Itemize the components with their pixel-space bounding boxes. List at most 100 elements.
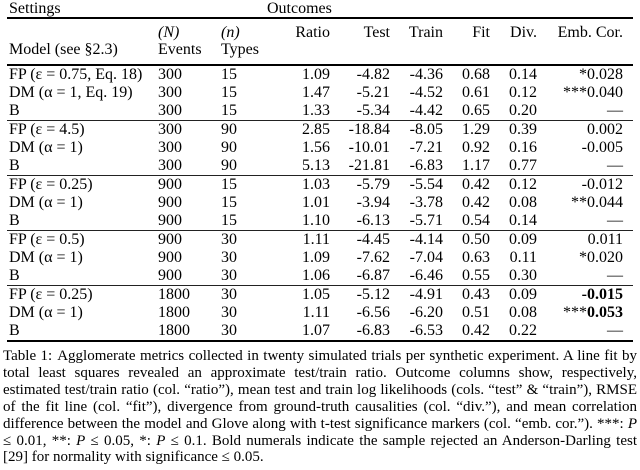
cell-model: B: [9, 322, 20, 339]
table-row: B 300 90 5.13 -21.81 -6.83 1.17 0.77 —: [7, 157, 633, 176]
cell-train: -5.54: [409, 176, 443, 193]
cell-events: 1800: [158, 322, 190, 339]
cell-fit: 0.50: [462, 231, 490, 248]
table-row: B 900 15 1.10 -6.13 -5.71 0.54 0.14 —: [7, 212, 633, 231]
cell-emb-cor: —: [537, 157, 633, 176]
cell-div: 0.39: [509, 121, 537, 138]
cell-div: 0.22: [509, 322, 537, 339]
caption-p-symbol: P: [156, 432, 166, 449]
caption-sig3: ≤ 0.1. Bold numerals indicate the sample…: [3, 432, 638, 466]
table-row: B 1800 30 1.07 -6.83 -6.53 0.42 0.22 —: [7, 322, 633, 341]
cell-test: -3.94: [356, 194, 390, 211]
cell-events: 900: [158, 176, 182, 193]
cell-ratio: 1.11: [302, 304, 330, 321]
cell-types: 30: [221, 304, 237, 321]
cell-ratio: 1.10: [271, 212, 330, 231]
cell-model: DM (α = 1, Eq. 19): [9, 84, 133, 101]
emb-cor-value: -0.015: [581, 286, 623, 303]
cell-emb-cor: 0.002: [537, 121, 633, 140]
cell-fit: 1.17: [443, 157, 490, 176]
cell-ratio: 1.33: [271, 102, 330, 121]
cell-div: 0.12: [509, 84, 537, 101]
cell-types: 90: [219, 157, 271, 176]
cell-model: FP (ε = 0.25): [9, 286, 93, 303]
header-test: Test: [363, 24, 390, 41]
cell-types: 15: [221, 66, 237, 83]
table-row: FP (ε = 0.25) 1800 30 1.05 -5.12 -4.91 0…: [7, 286, 633, 305]
header-events: (N) Events: [156, 19, 219, 65]
cell-fit: 0.65: [443, 102, 490, 121]
cell-test: -4.45: [356, 231, 390, 248]
cell-events: 900: [156, 212, 219, 231]
cell-train: -6.83: [390, 157, 443, 176]
table-row: B 300 15 1.33 -5.34 -4.42 0.65 0.20 —: [7, 102, 633, 121]
cell-types: 30: [219, 267, 271, 286]
cell-emb-cor: -0.005: [537, 139, 633, 157]
cell-fit: 0.54: [443, 212, 490, 231]
significance-stars: *: [579, 249, 587, 266]
cell-ratio: 1.11: [302, 231, 330, 248]
emb-cor-value: 0.002: [587, 121, 623, 138]
table-row: FP (ε = 0.25) 900 15 1.03 -5.79 -5.54 0.…: [7, 176, 633, 195]
cell-events: 900: [158, 231, 182, 248]
cell-fit: 0.61: [462, 84, 490, 101]
cell-ratio: 2.85: [302, 121, 330, 138]
cell-emb-cor: *0.020: [537, 249, 633, 267]
cell-test: -7.62: [356, 249, 390, 266]
cell-model: DM (α = 1): [9, 194, 83, 211]
cell-train: -4.91: [409, 286, 443, 303]
cell-ratio: 1.09: [302, 249, 330, 266]
table-row: FP (ε = 4.5) 300 90 2.85 -18.84 -8.05 1.…: [7, 121, 633, 140]
cell-types: 30: [221, 286, 237, 303]
cell-train: -4.14: [409, 231, 443, 248]
cell-test: -21.81: [330, 157, 390, 176]
cell-div: 0.77: [490, 157, 537, 176]
header-events-symbol: (N): [158, 24, 180, 41]
table-row: B 900 30 1.06 -6.87 -6.46 0.55 0.30 —: [7, 267, 633, 286]
cell-train: -7.21: [409, 139, 443, 156]
cell-types: 15: [221, 194, 237, 211]
cell-div: 0.20: [490, 102, 537, 121]
cell-train: -4.42: [390, 102, 443, 121]
cell-events: 900: [158, 249, 182, 266]
cell-ratio: 1.47: [302, 84, 330, 101]
cell-model: B: [7, 102, 156, 121]
caption-p-symbol: P: [76, 432, 86, 449]
cell-emb-cor: *0.028: [537, 65, 633, 84]
cell-emb-cor: ***0.040: [537, 84, 633, 102]
emb-cor-value: 0.053: [587, 304, 623, 321]
table-caption: Table 1: Agglomerate metrics collected in…: [3, 348, 637, 466]
cell-div: 0.12: [509, 176, 537, 193]
cell-test: -6.83: [356, 322, 390, 339]
header-train: Train: [408, 24, 443, 41]
header-emb-cor: Emb. Cor.: [557, 24, 623, 41]
cell-events: 900: [158, 194, 182, 211]
cell-emb-cor: —: [537, 322, 633, 341]
cell-test: -5.34: [330, 102, 390, 121]
caption-label: Table 1:: [3, 348, 53, 364]
emb-cor-value: —: [607, 157, 623, 174]
cell-ratio: 1.03: [302, 176, 330, 193]
table-row: DM (α = 1) 1800 30 1.11 -6.56 -6.20 0.51…: [7, 304, 633, 322]
cell-fit: 0.42: [462, 176, 490, 193]
cell-emb-cor: -0.012: [537, 176, 633, 195]
cell-model: DM (α = 1): [9, 249, 83, 266]
cell-types: 15: [221, 84, 237, 101]
header-types-symbol: (n): [221, 24, 240, 41]
cell-fit: 0.51: [462, 304, 490, 321]
table-row: DM (α = 1, Eq. 19) 300 15 1.47 -5.21 -4.…: [7, 84, 633, 102]
emb-cor-value: —: [607, 102, 623, 119]
cell-ratio: 1.01: [302, 194, 330, 211]
cell-emb-cor: —: [537, 102, 633, 121]
emb-cor-value: —: [607, 267, 623, 284]
cell-train: -6.20: [409, 304, 443, 321]
cell-types: 30: [221, 231, 237, 248]
emb-cor-value: -0.005: [581, 139, 623, 156]
cell-div: 0.08: [509, 304, 537, 321]
outcomes-group-label: Outcomes: [267, 0, 332, 17]
cell-train: -8.05: [409, 121, 443, 138]
cell-emb-cor: **0.044: [537, 194, 633, 212]
header-div: Div.: [510, 24, 537, 41]
cell-types: 15: [219, 212, 271, 231]
cell-test: -6.87: [330, 267, 390, 286]
